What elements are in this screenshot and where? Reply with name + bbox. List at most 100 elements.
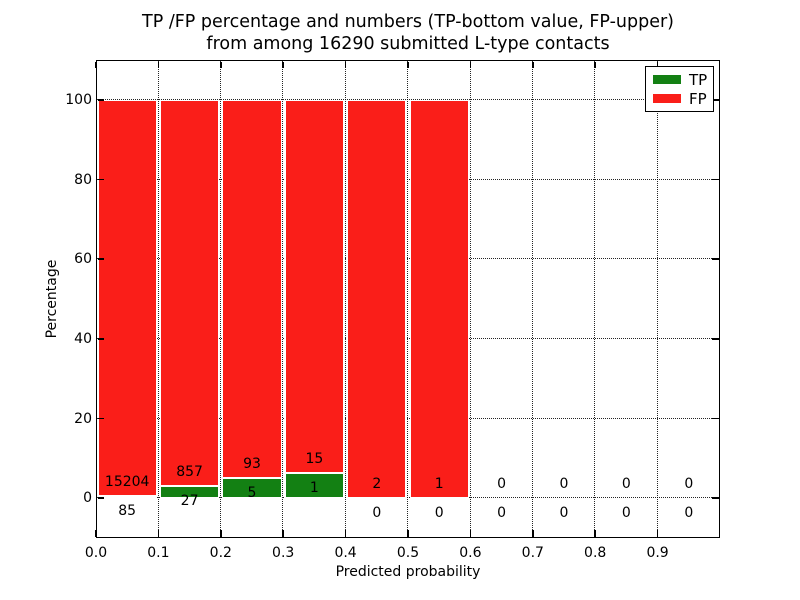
bar-fp-count-label: 857	[176, 464, 203, 480]
bar-fp-segment	[159, 99, 220, 486]
gridline-vertical	[157, 60, 159, 538]
x-tick-bottom	[95, 530, 97, 537]
chart-title-line-2: from among 16290 submitted L-type contac…	[206, 33, 610, 54]
y-tick-label: 80	[74, 171, 92, 188]
y-tick-left	[97, 258, 104, 260]
x-tick-top	[157, 61, 160, 68]
bar-fp-segment	[97, 99, 157, 496]
x-tick-top	[95, 61, 97, 68]
gridline-vertical	[469, 60, 471, 538]
gridline-vertical	[594, 60, 596, 538]
bar-fp-count-label: 93	[243, 455, 261, 472]
x-tick-bottom	[282, 530, 284, 537]
legend-row-fp: FP	[653, 89, 713, 108]
bar-tp-segment	[159, 486, 220, 499]
gridline-vertical	[532, 60, 534, 538]
bar-tp-count-label: 0	[559, 505, 569, 522]
x-tick-top	[344, 61, 347, 68]
x-tick-top	[407, 61, 409, 68]
x-tick-bottom	[220, 530, 222, 537]
legend: TP FP	[645, 66, 714, 112]
y-tick-right	[712, 497, 719, 499]
y-tick-left	[97, 178, 104, 181]
x-tick-top	[469, 61, 472, 68]
x-tick-top	[656, 61, 659, 68]
gridline-vertical	[282, 60, 284, 538]
x-tick-bottom	[344, 530, 347, 537]
x-tick-label: 0.0	[84, 545, 108, 561]
bar-fp-count-label: 1	[434, 476, 444, 493]
x-tick-label: 0.3	[272, 545, 295, 561]
bar-tp-segment	[97, 495, 157, 499]
gridline-vertical	[656, 60, 658, 538]
x-tick-label: 0.7	[521, 545, 544, 561]
bar-tp-count-label: 1	[309, 480, 319, 497]
bar-fp-count-label: 2	[372, 476, 382, 493]
x-tick-label: 0.6	[459, 545, 482, 561]
bar-tp-count-label: 0	[372, 505, 382, 522]
y-tick-left	[97, 497, 104, 499]
plot-frame	[96, 60, 720, 538]
gridline-vertical	[344, 60, 346, 538]
y-tick-left	[97, 99, 104, 101]
bar-fp-count-label: 0	[497, 476, 507, 493]
x-tick-label: 0.1	[147, 545, 170, 561]
bar-fp-count-label: 0	[684, 476, 694, 493]
legend-label-fp: FP	[689, 89, 707, 108]
bar-fp-count-label: 15204	[104, 473, 150, 490]
bar-tp-segment	[222, 477, 282, 499]
x-tick-bottom	[656, 530, 659, 537]
y-tick-right	[712, 417, 719, 420]
x-axis-title: Predicted probability	[335, 564, 481, 580]
x-tick-label: 0.9	[646, 545, 669, 561]
x-tick-label: 0.5	[396, 545, 420, 561]
y-tick-right	[712, 338, 719, 340]
x-tick-bottom	[532, 530, 534, 537]
x-tick-top	[220, 61, 222, 68]
y-tick-right	[712, 258, 719, 260]
bar-fp-count-label: 0	[621, 476, 631, 493]
y-tick-label: 0	[83, 490, 92, 507]
x-tick-label: 0.2	[209, 545, 232, 561]
bar-fp-count-label: 0	[559, 476, 569, 493]
x-tick-bottom	[407, 530, 409, 537]
bar-tp-count-label: 5	[247, 484, 257, 501]
legend-label-tp: TP	[689, 70, 708, 89]
legend-swatch-fp	[653, 94, 681, 103]
bar-tp-count-label: 0	[497, 505, 507, 522]
y-tick-right	[712, 99, 719, 101]
bar-fp-segment	[284, 99, 345, 474]
x-tick-label: 0.8	[584, 545, 607, 561]
x-tick-bottom	[469, 530, 472, 537]
gridline-vertical	[407, 60, 409, 538]
x-tick-top	[282, 61, 284, 68]
x-tick-bottom	[157, 530, 160, 537]
x-tick-bottom	[594, 530, 596, 537]
bar-tp-count-label: 0	[434, 505, 444, 522]
x-tick-top	[594, 61, 596, 68]
gridline-vertical	[220, 60, 222, 538]
bar-tp-segment	[284, 473, 345, 499]
bar-fp-segment	[222, 99, 282, 478]
y-tick-label: 100	[65, 91, 92, 108]
x-tick-label: 0.4	[334, 545, 357, 561]
legend-swatch-tp	[653, 75, 681, 84]
bar-tp-count-label: 27	[180, 493, 199, 509]
bar-tp-count-label: 85	[118, 502, 137, 519]
chart-title: TP /FP percentage and numbers (TP-bottom…	[96, 12, 720, 55]
y-tick-left	[97, 338, 104, 340]
x-tick-top	[532, 61, 534, 68]
bar-fp-segment	[409, 99, 469, 499]
y-tick-left	[97, 417, 104, 420]
chart-title-line-1: TP /FP percentage and numbers (TP-bottom…	[142, 12, 674, 32]
bar-fp-count-label: 15	[305, 451, 324, 468]
bar-tp-count-label: 0	[684, 505, 694, 522]
legend-row-tp: TP	[653, 70, 713, 89]
y-tick-label: 20	[74, 410, 92, 427]
y-tick-label: 40	[74, 330, 92, 347]
bar-tp-count-label: 0	[621, 505, 631, 522]
y-tick-right	[712, 178, 719, 181]
bar-fp-segment	[347, 99, 407, 499]
y-tick-label: 60	[74, 251, 92, 268]
